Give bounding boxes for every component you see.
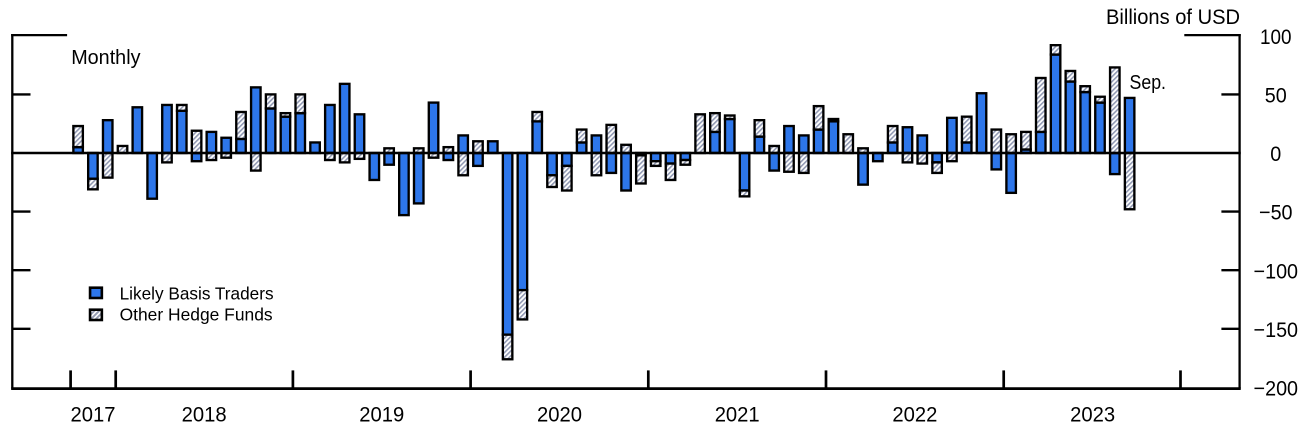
svg-text:100: 100 [1260,26,1292,49]
svg-text:−100: −100 [1254,260,1299,283]
svg-text:2018: 2018 [182,403,227,426]
svg-text:2021: 2021 [715,403,760,426]
svg-text:−50: −50 [1259,202,1293,225]
svg-text:50: 50 [1265,85,1287,108]
svg-text:−150: −150 [1254,319,1299,342]
svg-text:Billions of USD: Billions of USD [1106,6,1240,29]
svg-text:0: 0 [1270,143,1281,166]
svg-text:2020: 2020 [537,403,582,426]
svg-text:Sep.: Sep. [1130,72,1167,94]
svg-text:Likely Basis Traders: Likely Basis Traders [120,283,274,303]
svg-text:2019: 2019 [359,403,404,426]
svg-text:Monthly: Monthly [71,46,141,69]
svg-text:2023: 2023 [1070,403,1115,426]
svg-text:2022: 2022 [892,403,937,426]
svg-text:2017: 2017 [71,403,116,426]
svg-text:−200: −200 [1254,378,1299,401]
svg-text:Other Hedge Funds: Other Hedge Funds [120,305,273,325]
